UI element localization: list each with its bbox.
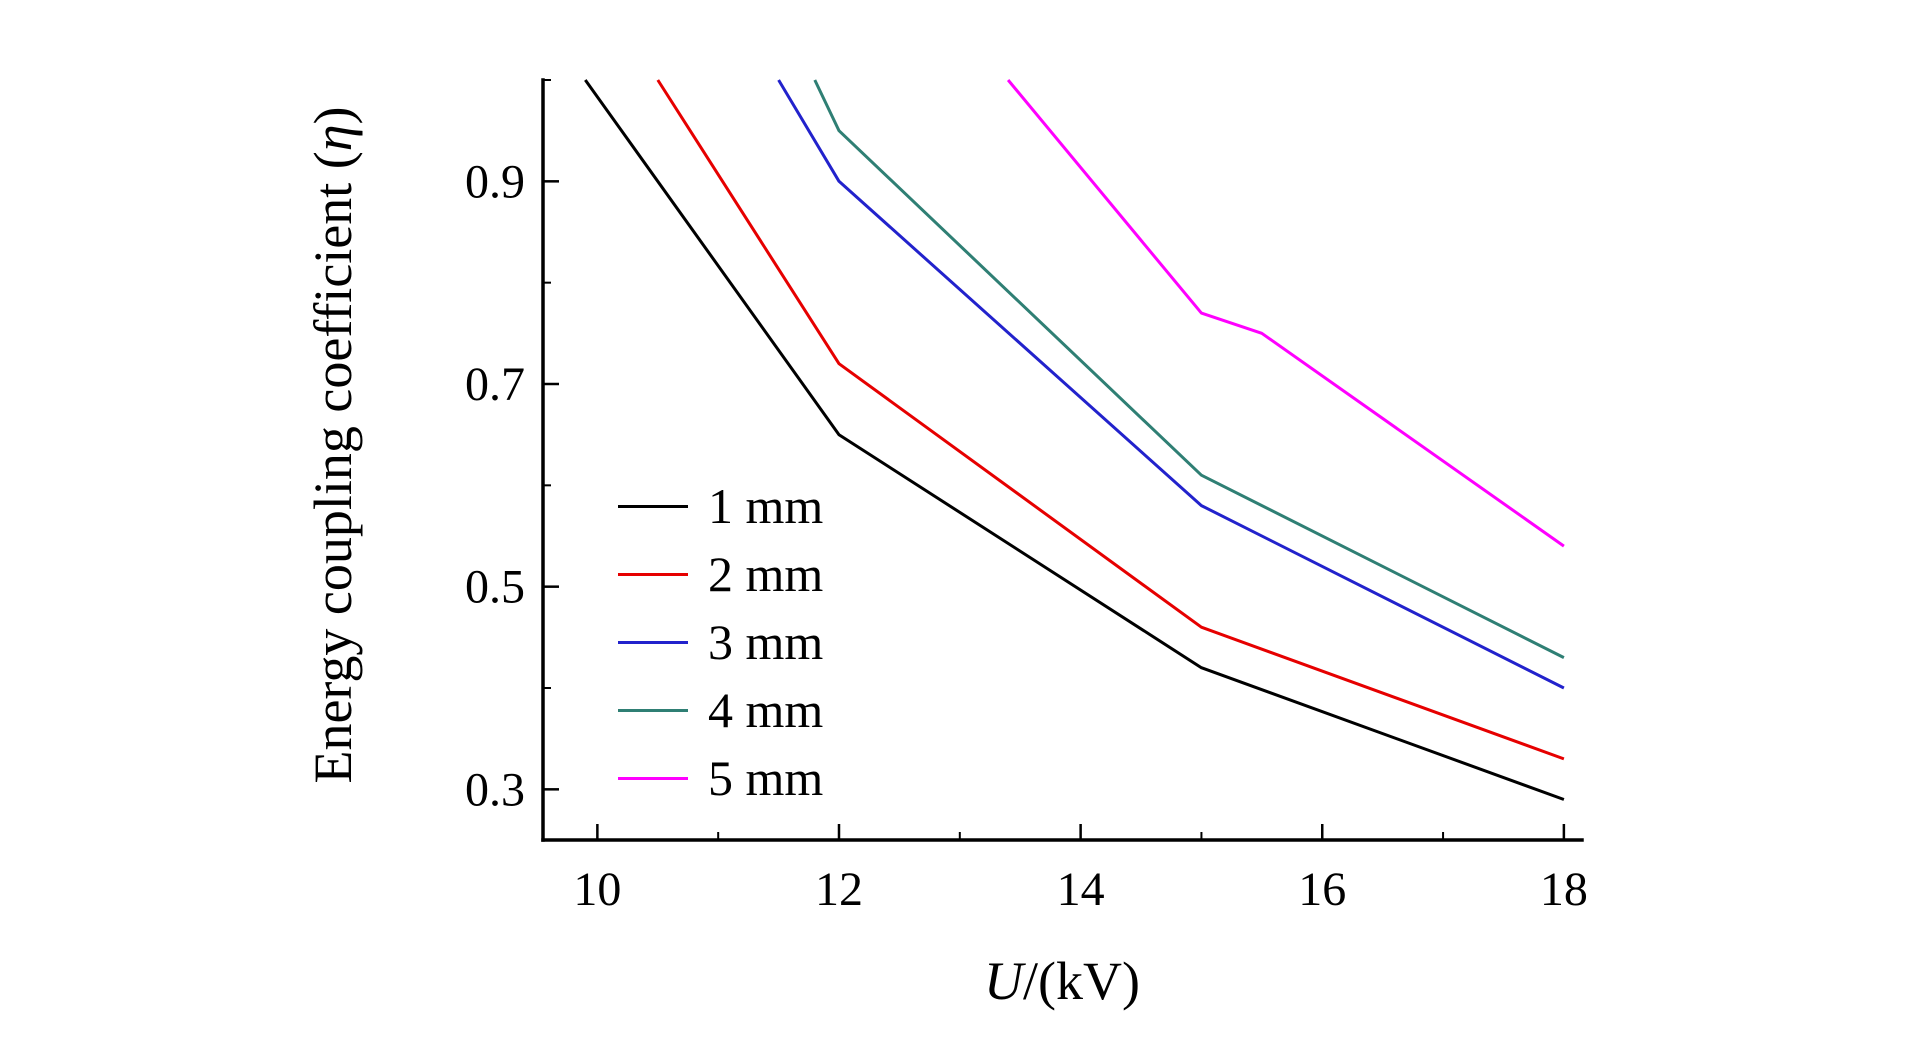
x-tick-label: 16 — [1298, 863, 1346, 916]
series-line-1-mm — [584, 79, 1565, 801]
y-tick-label: 0.3 — [465, 763, 525, 816]
legend-line-sample — [618, 504, 688, 508]
y-tick-label: 0.5 — [465, 561, 525, 614]
legend-item: 2 mm — [618, 540, 823, 608]
legend-label: 1 mm — [708, 478, 824, 534]
x-tick-label: 18 — [1540, 863, 1588, 916]
legend-label: 5 mm — [708, 750, 824, 806]
y-axis-title-close: ) — [303, 106, 363, 125]
eta-symbol: η — [303, 124, 363, 152]
legend-item: 1 mm — [618, 472, 823, 540]
y-axis-title: Energy coupling coefficient (η) — [303, 0, 363, 895]
x-tick-label: 14 — [1057, 863, 1105, 916]
x-axis-variable: U — [984, 951, 1024, 1011]
legend-line-sample — [618, 708, 688, 712]
legend-label: 2 mm — [708, 546, 824, 602]
y-tick-label: 0.7 — [465, 358, 525, 411]
series-line-3-mm — [777, 79, 1565, 690]
series-line-5-mm — [1006, 79, 1565, 548]
legend-label: 4 mm — [708, 682, 824, 738]
legend-line-sample — [618, 776, 688, 780]
series-line-4-mm — [813, 79, 1565, 659]
x-axis-unit: /(kV) — [1023, 951, 1140, 1011]
legend-item: 3 mm — [618, 608, 823, 676]
legend-item: 5 mm — [618, 744, 823, 812]
x-axis-title: U/(kV) — [762, 950, 1362, 1012]
legend-line-sample — [618, 640, 688, 644]
y-tick-label: 0.9 — [465, 155, 525, 208]
legend-item: 4 mm — [618, 676, 823, 744]
legend-label: 3 mm — [708, 614, 824, 670]
x-tick-label: 12 — [815, 863, 863, 916]
legend: 1 mm 2 mm 3 mm 4 mm 5 mm — [618, 472, 823, 812]
legend-line-sample — [618, 572, 688, 576]
series-line-2-mm — [656, 79, 1565, 761]
x-tick-label: 10 — [573, 863, 621, 916]
y-axis-title-text: Energy coupling coefficient ( — [303, 151, 363, 784]
